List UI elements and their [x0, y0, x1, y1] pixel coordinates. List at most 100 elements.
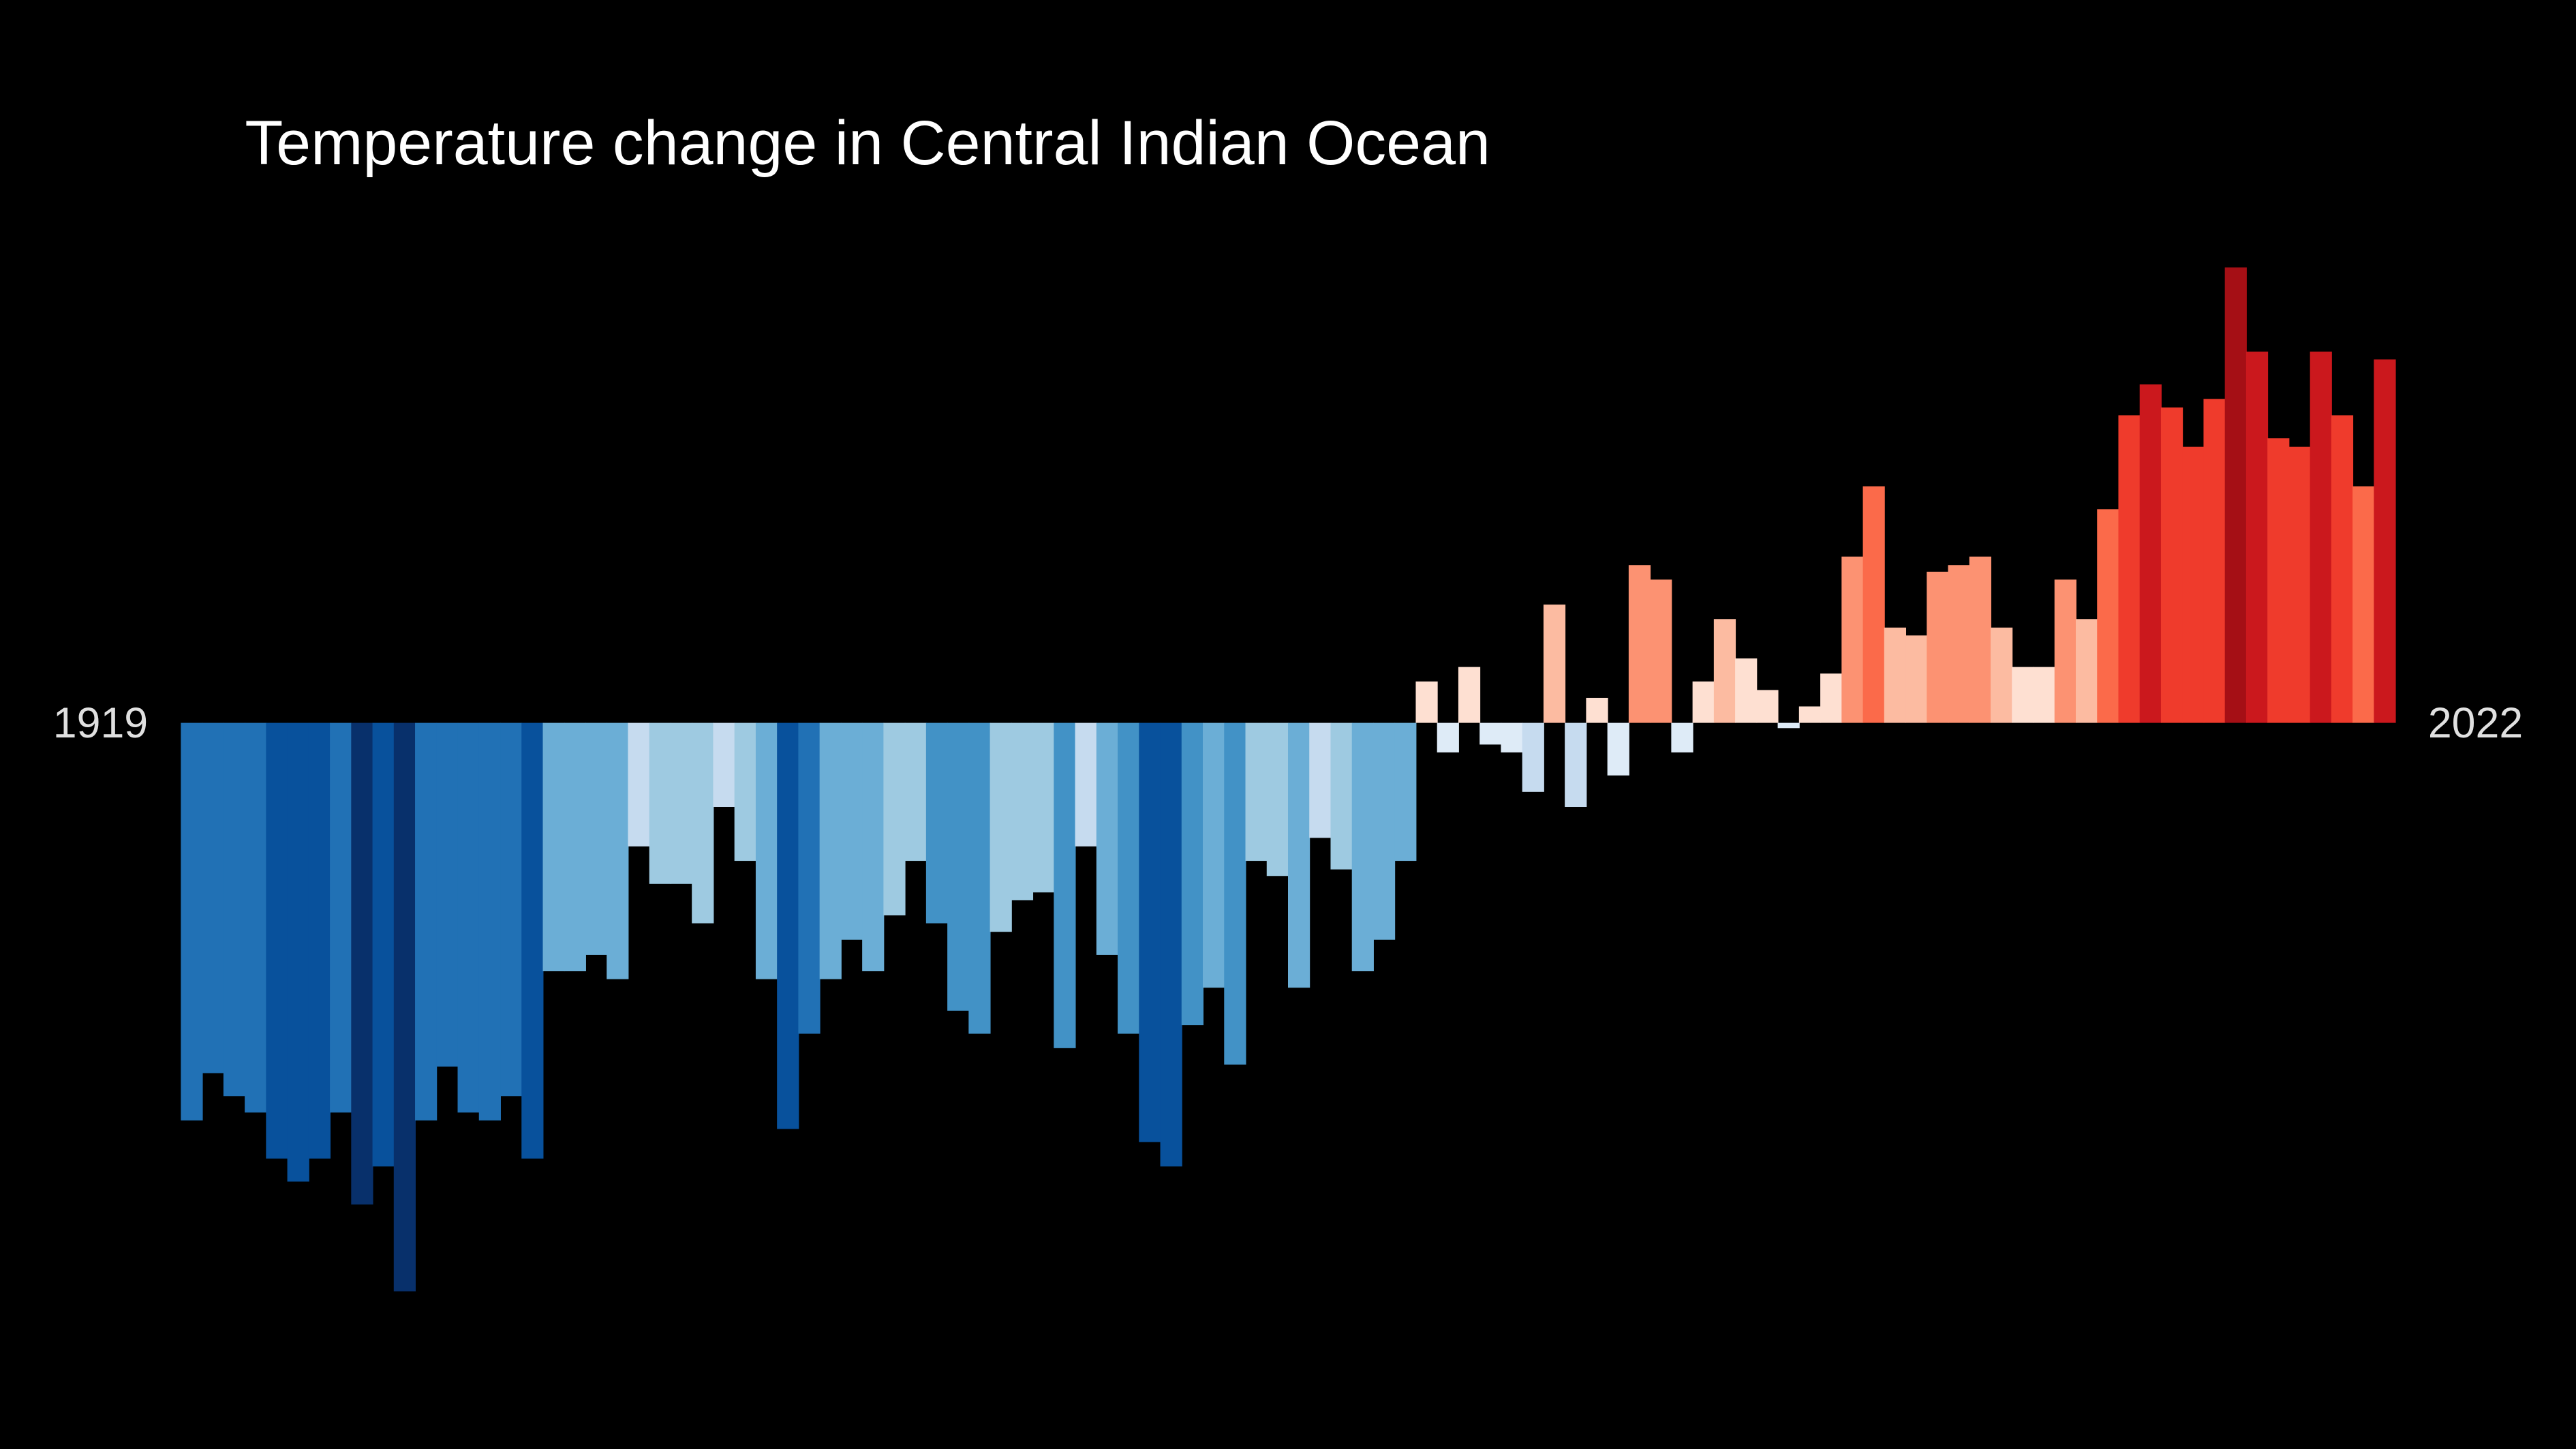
bar: [1458, 667, 1481, 723]
bar: [2012, 667, 2034, 723]
bar: [1862, 486, 1885, 723]
bar: [223, 722, 246, 1097]
bar: [1394, 722, 1417, 861]
bar: [1096, 722, 1119, 955]
bar: [2097, 509, 2119, 723]
bar: [1798, 706, 1822, 723]
bar: [607, 722, 629, 979]
bar: [777, 722, 799, 1129]
bar: [393, 722, 416, 1292]
bar: [2139, 384, 2162, 723]
bar: [1415, 681, 1438, 723]
bar: [1969, 556, 1991, 723]
bar: [1011, 722, 1034, 900]
bar: [2075, 619, 2098, 723]
bar: [628, 722, 650, 846]
year-label: 2022: [2428, 699, 2523, 747]
bar: [2118, 415, 2141, 723]
year-label: 1919: [53, 699, 148, 747]
bar: [351, 722, 373, 1205]
bar: [1139, 722, 1161, 1142]
bar: [1479, 722, 1502, 745]
bar: [1607, 722, 1629, 776]
chart-title: Temperature change in Central Indian Oce…: [245, 108, 1490, 178]
bar: [478, 722, 501, 1120]
bar: [1650, 579, 1672, 723]
bar: [1437, 722, 1459, 752]
bar: [968, 722, 991, 1034]
bar: [2288, 446, 2311, 723]
bar: [287, 722, 309, 1182]
bar: [947, 722, 970, 1011]
bar: [1181, 722, 1203, 1026]
bar: [2267, 438, 2290, 723]
bar: [1820, 673, 1843, 723]
bar: [2182, 446, 2205, 723]
bar: [1266, 722, 1289, 876]
bar: [649, 722, 671, 884]
bar: [202, 722, 224, 1073]
bar: [585, 722, 608, 955]
bar: [500, 722, 523, 1097]
bar: [372, 722, 395, 1167]
bar: [1309, 722, 1332, 838]
bar: [542, 722, 565, 972]
bar: [925, 722, 949, 924]
bar: [1905, 635, 1928, 723]
bar: [755, 722, 778, 979]
bar: [2054, 579, 2076, 723]
bar: [1203, 722, 1225, 988]
bar: [734, 722, 756, 861]
bar: [670, 722, 693, 884]
bar: [1160, 722, 1182, 1167]
bar: [457, 722, 480, 1113]
bar: [1735, 658, 1758, 723]
bar: [904, 722, 927, 861]
bar: [692, 722, 714, 924]
bar: [2331, 415, 2354, 723]
bar: [1351, 722, 1374, 972]
bar: [862, 722, 885, 972]
bar: [415, 722, 438, 1120]
bar: [245, 722, 267, 1113]
bar: [2310, 351, 2332, 723]
bar: [2160, 407, 2183, 723]
bar: [1628, 565, 1651, 723]
bar: [1075, 722, 1097, 846]
bar: [1330, 722, 1353, 870]
bar: [564, 722, 586, 972]
bar: [1245, 722, 1268, 861]
bar: [1777, 722, 1800, 729]
bar: [1118, 722, 1140, 1034]
bar: [1713, 619, 1736, 723]
bar: [2033, 667, 2055, 723]
bar: [1543, 605, 1566, 723]
bar: [1054, 722, 1076, 1048]
bar: [840, 722, 863, 940]
bar: [330, 722, 352, 1113]
bar: [2224, 267, 2247, 723]
bar: [1373, 722, 1396, 940]
bar: [2352, 486, 2375, 723]
bar: [1756, 690, 1779, 723]
bar: [819, 722, 842, 979]
bar: [181, 722, 203, 1120]
bar: [1032, 722, 1055, 893]
bar: [713, 722, 735, 808]
bar: [990, 722, 1012, 932]
bar: [1522, 722, 1544, 792]
bar: [521, 722, 544, 1159]
bar: [2245, 351, 2269, 723]
bar: [308, 722, 331, 1159]
bar: [883, 722, 906, 916]
bar: [1948, 565, 1970, 723]
bar: [2203, 399, 2226, 723]
bar: [1927, 571, 1949, 723]
bar: [1692, 681, 1715, 723]
bar: [1224, 722, 1246, 1065]
bar: [1841, 556, 1864, 723]
bar: [1501, 722, 1523, 752]
bar: [1586, 697, 1608, 723]
